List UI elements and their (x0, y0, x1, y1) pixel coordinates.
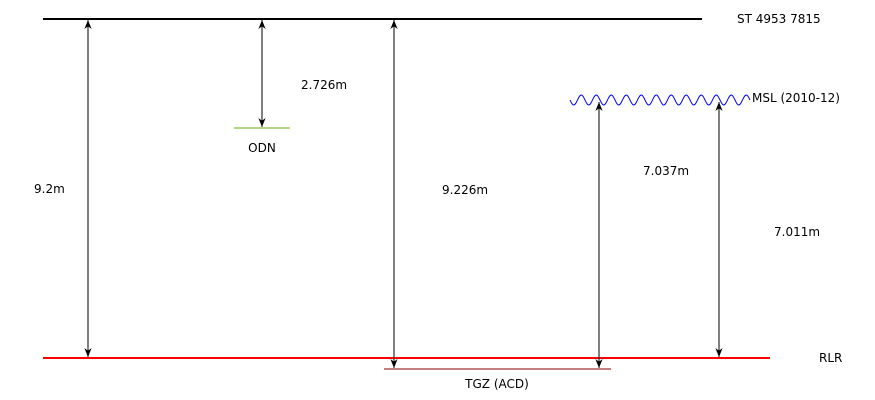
top-ref-label: ST 4953 7815 (737, 12, 821, 26)
msl-wave-line (569, 94, 751, 106)
measure-top-to-tgz: 9.226m (442, 183, 488, 197)
measure-msl-to-rlr: 7.011m (774, 225, 820, 239)
rlr-label: RLR (819, 351, 842, 365)
tgz-label: TGZ (ACD) (464, 377, 529, 391)
odn-label: ODN (248, 141, 276, 155)
measure-top-to-odn: 2.726m (301, 78, 347, 92)
measure-top-to-rlr-left: 9.2m (34, 182, 65, 196)
msl-label: MSL (2010-12) (752, 91, 840, 105)
measure-msl-to-tgz: 7.037m (643, 164, 689, 178)
